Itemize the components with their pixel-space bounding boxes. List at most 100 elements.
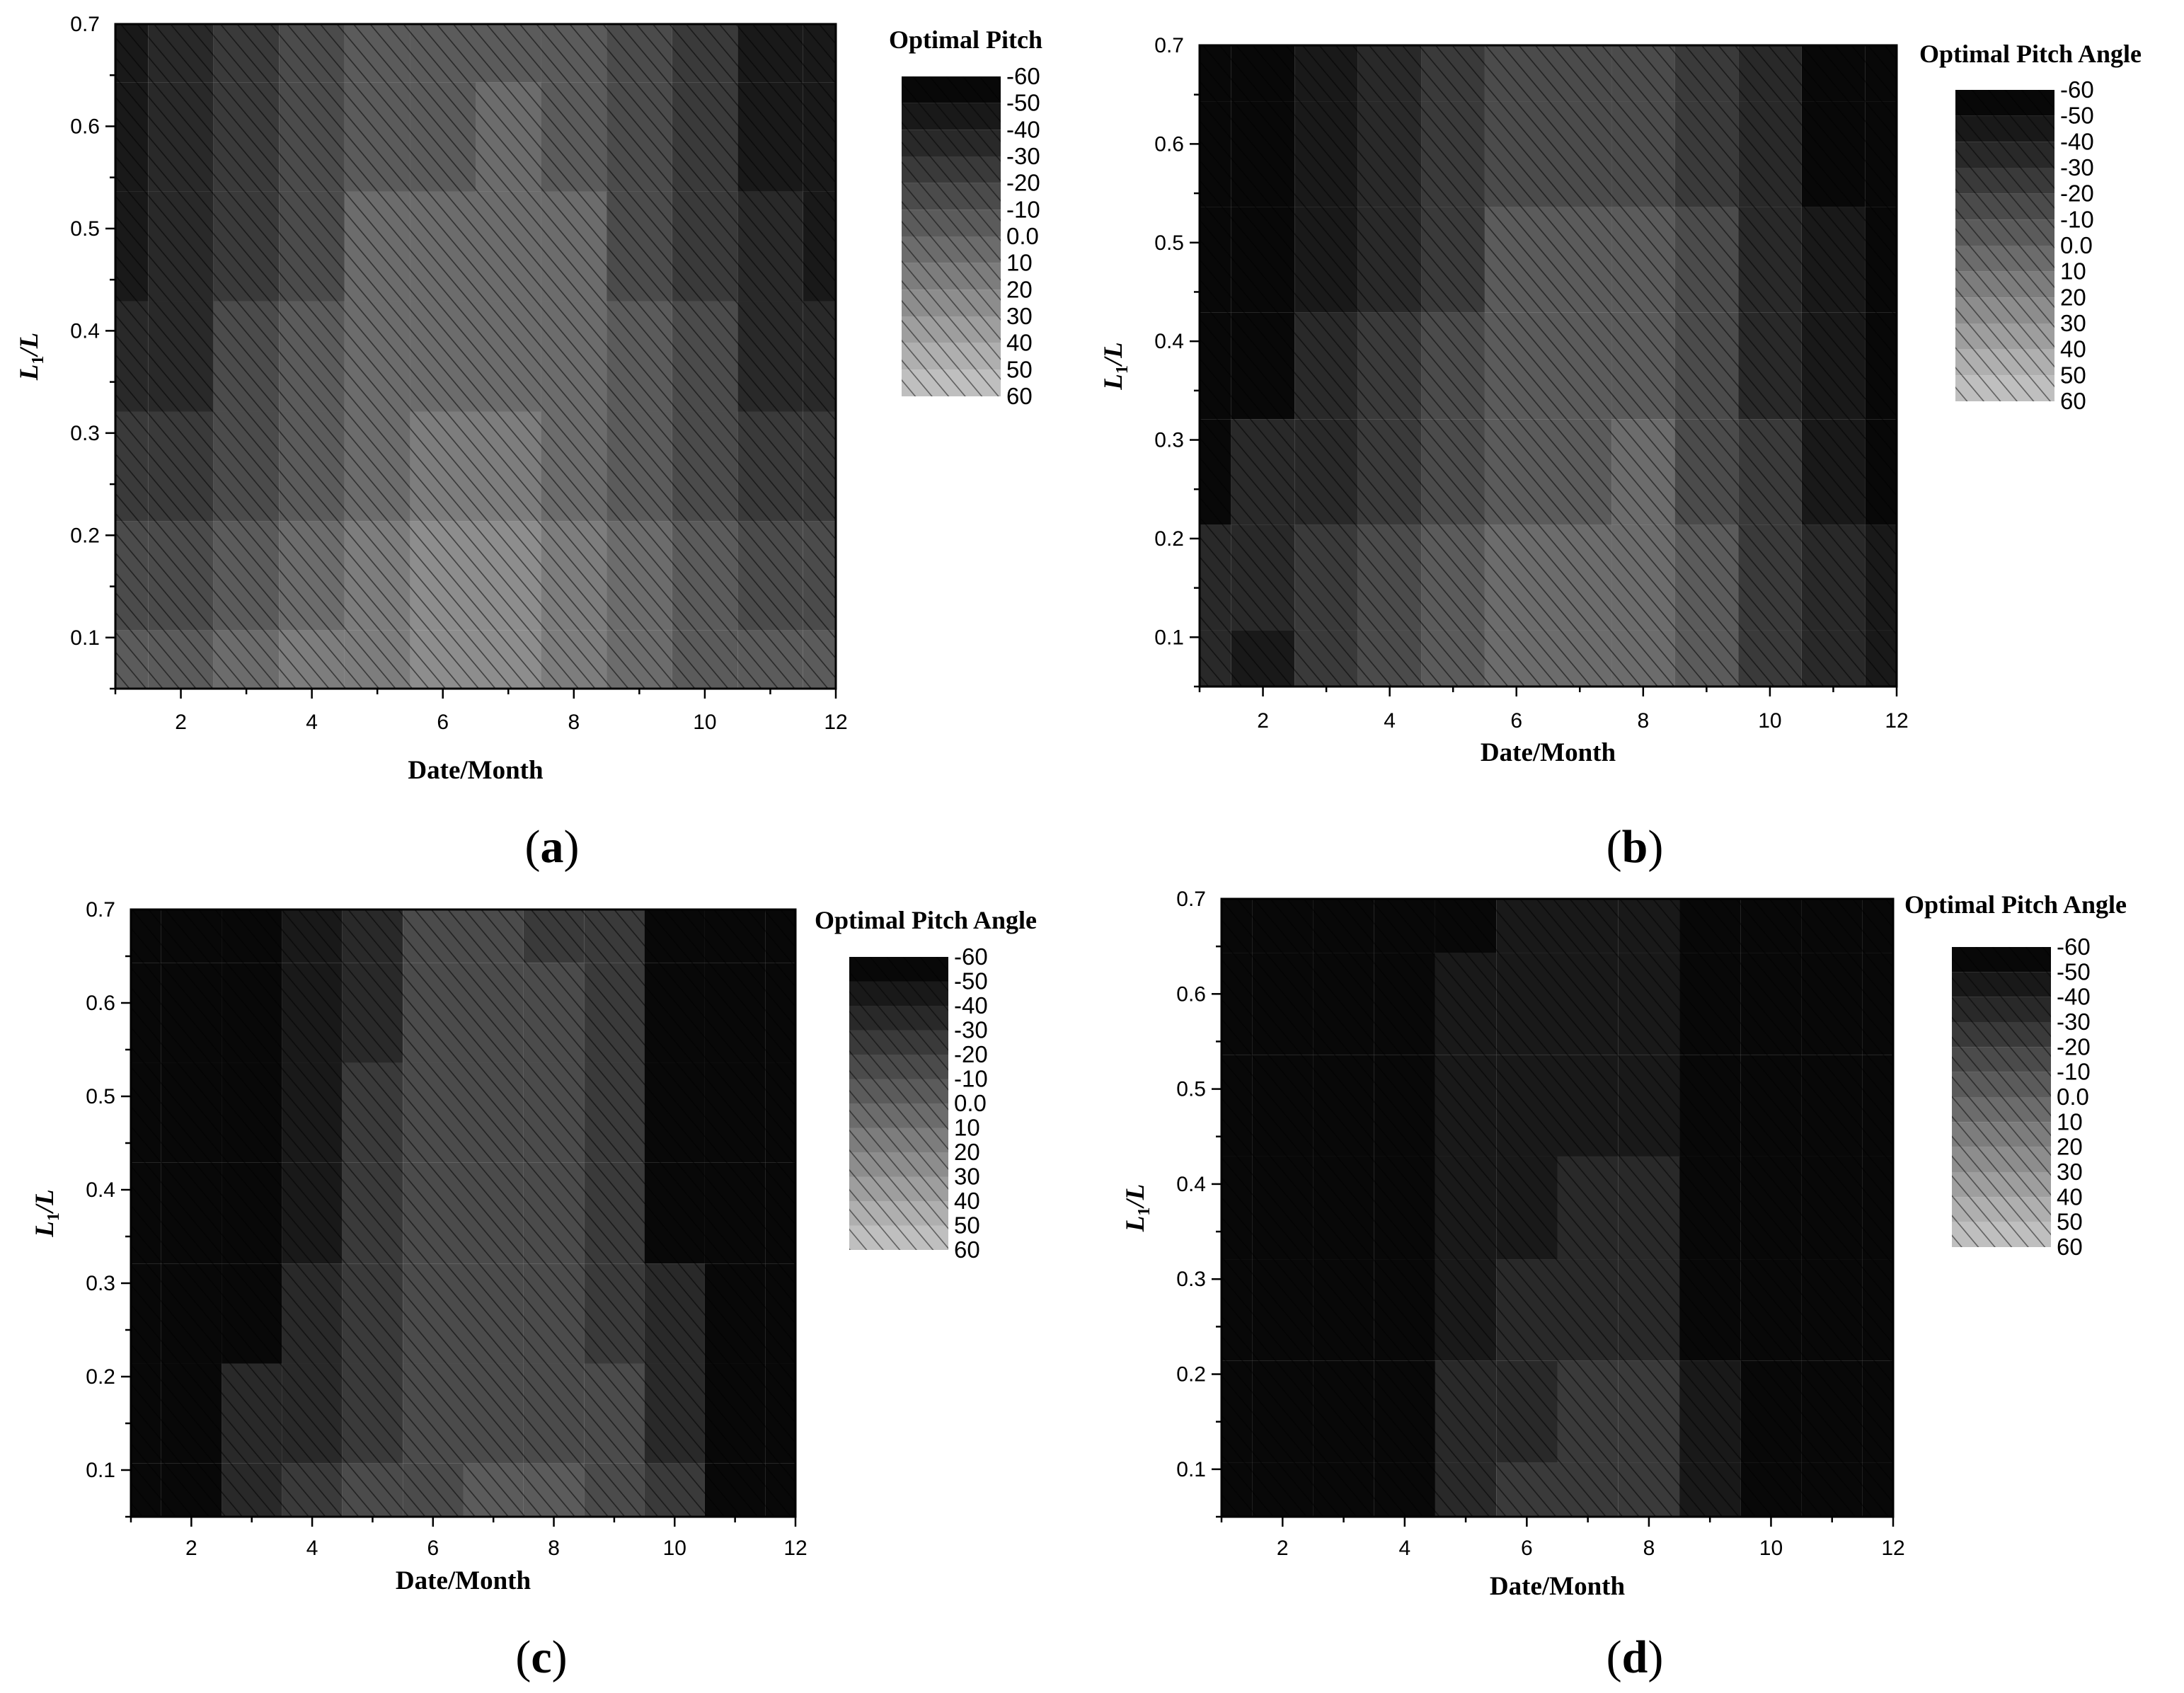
heatmap-cell-hatch [213,630,280,689]
heatmap-cell-hatch [279,24,345,83]
legend-label: -10 [1006,196,1040,222]
heatmap-cell-hatch [1679,1055,1741,1157]
heatmap-cell-hatch [644,1162,705,1264]
heatmap-cell-hatch [476,82,541,192]
heatmap-cell-hatch [222,1463,282,1517]
panel-label-letter: d [1622,1631,1648,1683]
heatmap-cell-hatch [161,909,222,963]
heatmap-cell-hatch [737,411,803,522]
heatmap-cell-hatch [1801,207,1866,313]
heatmap-cell-hatch [282,1062,343,1163]
panel-label-open: ( [1607,1631,1622,1683]
heatmap-cell-hatch [1231,630,1295,687]
heatmap-cell-hatch [1679,953,1741,1055]
heatmap-cell-hatch [1801,1055,1863,1157]
heatmap-cell-hatch [1435,1360,1497,1463]
legend-label: -40 [2057,984,2091,1010]
heatmap-cell-hatch [1435,1259,1497,1361]
heatmap-cell-hatch [1679,1259,1741,1361]
legend-swatch-hatch [849,1103,948,1128]
legend-label: -50 [954,968,988,994]
panel-label-letter: b [1622,821,1648,873]
legend-swatch-hatch [902,76,1001,103]
heatmap-cell-hatch [704,1062,766,1163]
heatmap-cell-hatch [672,82,738,192]
heatmap-cell-hatch [1421,101,1485,207]
legend-label: 10 [954,1115,980,1141]
heatmap-cell-hatch [1738,312,1802,420]
panel-label-close: ) [1648,821,1663,873]
y-tick-label: 0.2 [70,524,100,547]
heatmap-cell-hatch [1294,45,1358,102]
heatmap-cell-hatch [1738,101,1802,207]
heatmap-cell-hatch [342,1062,403,1163]
y-tick-label: 0.3 [1154,429,1184,452]
panel-c: 2 4 6 8 10 12 0.1 0.2 0.3 0.4 0.5 0.6 0.7 Date/Month L… [30,898,1037,1683]
heatmap-cell-hatch [1740,899,1802,953]
heatmap-cell-hatch [1200,630,1231,687]
heatmap-cell-hatch [1200,312,1231,420]
heatmap-cell-hatch [1357,524,1422,631]
heatmap-cell-hatch [523,1463,585,1517]
legend-swatch-hatch [902,130,1001,156]
x-tick-label: 2 [1277,1537,1289,1560]
y-axis-title-main: L [1099,374,1128,391]
x-tick-label: 4 [306,711,318,734]
heatmap-cell-hatch [1435,899,1497,953]
heatmap-cell-hatch [1484,524,1548,631]
legend-swatch-hatch [1952,1122,2051,1147]
heatmap-cell-hatch [737,24,803,83]
heatmap-cell-hatch [1200,524,1231,631]
heatmap-cell-hatch [1357,630,1422,687]
legend-swatch-hatch [902,156,1001,183]
heatmap-cell-hatch [644,909,705,963]
x-tick-label: 2 [1257,709,1269,733]
heatmap-cell-hatch [1740,953,1802,1055]
heatmap-cell-hatch [1548,45,1612,102]
heatmap-cell-hatch [1679,1462,1741,1517]
heatmap-cell-hatch [1801,953,1863,1055]
heatmap-cell-hatch [1374,1360,1435,1463]
y-axis-title-main: L [15,365,44,381]
heatmap-cell-hatch [1674,45,1739,102]
legend-label: 10 [2057,1108,2083,1135]
heatmap-cell-hatch [410,630,476,689]
heatmap-cell-hatch [737,301,803,412]
heatmap-cell-hatch [1222,899,1253,953]
y-tick-label: 0.7 [70,13,100,36]
heatmap-cell-hatch [1738,207,1802,313]
legend-label: 10 [1006,250,1033,276]
heatmap-cell-hatch [279,521,345,631]
heatmap-cell-hatch [1252,899,1314,953]
heatmap-cell-hatch [1862,953,1893,1055]
heatmap-cell-hatch [1679,1156,1741,1260]
legend-label: 60 [954,1236,980,1263]
heatmap-cell-hatch [463,909,524,963]
heatmap-cell-hatch [1557,1360,1619,1463]
heatmap-cell-hatch [1862,1462,1893,1517]
heatmap-cell-hatch [644,963,705,1063]
heatmap-cell-hatch [1862,1055,1893,1157]
heatmap-cell-hatch [672,24,738,83]
y-tick-label: 0.4 [1176,1173,1206,1196]
heatmap-cell-hatch [765,1463,795,1517]
heatmap-cell-hatch [1618,1462,1680,1517]
heatmap-cell-hatch [463,1263,524,1364]
heatmap-cell-hatch [115,191,149,302]
heatmap-cell-hatch [1374,1259,1435,1361]
x-tick-label: 6 [427,1537,439,1560]
legend-label: -20 [954,1041,988,1067]
heatmap-cell-hatch [161,1363,222,1464]
legend-swatch-hatch [902,343,1001,370]
heatmap-cell-hatch [584,1162,645,1264]
heatmap-cell-hatch [279,301,345,412]
legend-label: 60 [2060,388,2086,414]
heatmap-cell-hatch [403,963,464,1063]
panel-label-letter: a [541,821,564,873]
legend-swatch-hatch [849,1152,948,1177]
heatmap-cell-hatch [1231,312,1295,420]
heatmap-cell-hatch [148,191,214,302]
heatmap-cell-hatch [1357,419,1422,525]
legend-label: 60 [1006,383,1033,409]
legend-swatch-hatch [1952,1172,2051,1198]
